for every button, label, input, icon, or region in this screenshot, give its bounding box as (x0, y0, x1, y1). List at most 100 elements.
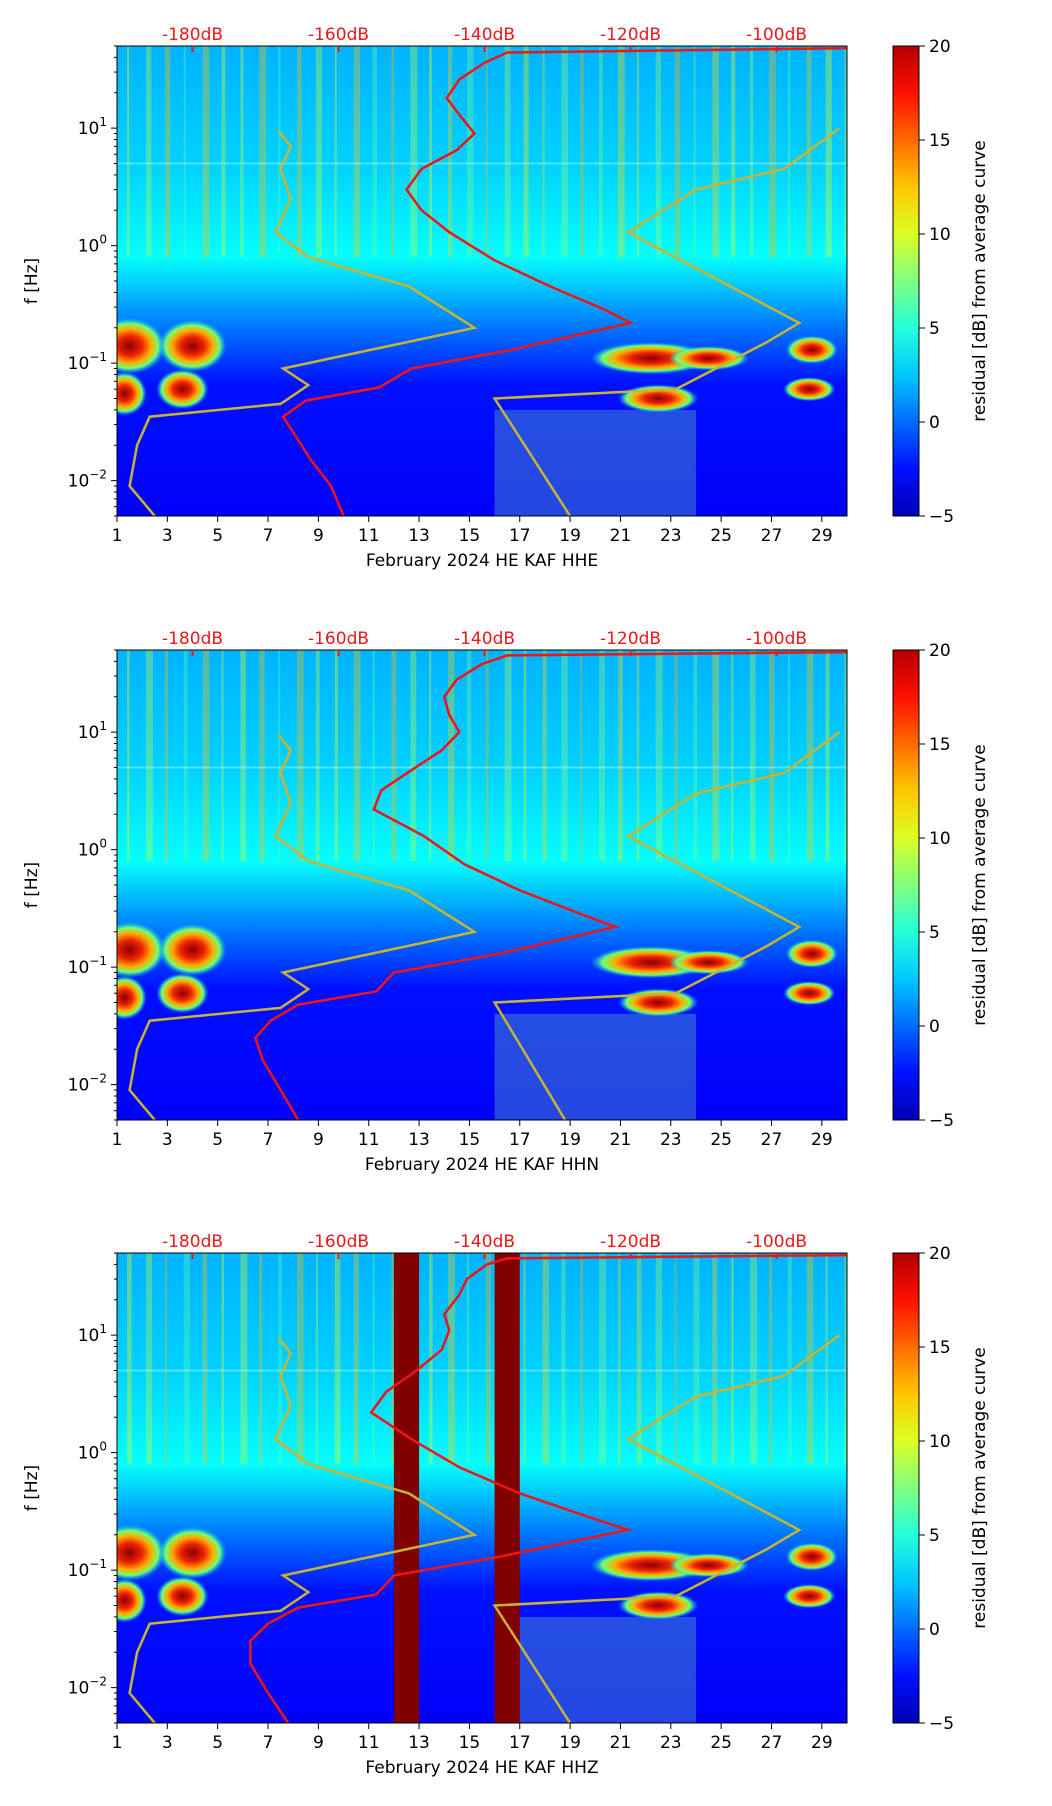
microseism-blob (156, 973, 209, 1014)
microseism-blob (785, 939, 838, 968)
colorbar-tick-label: 0 (929, 1620, 940, 1640)
activity-streak (240, 650, 246, 862)
db-tick-label: -180dB (162, 25, 223, 45)
noise-model-curve-high (492, 731, 841, 1120)
activity-streak (127, 1253, 132, 1465)
activity-streak (712, 46, 719, 258)
x-tick-label: 25 (710, 1130, 732, 1150)
activity-streak (296, 46, 302, 258)
x-tick-label: 5 (212, 1733, 223, 1753)
y-tick-label: 100 (78, 1440, 107, 1464)
activity-streak (844, 1253, 847, 1465)
colorbar-tick-label: −5 (929, 1714, 954, 1734)
colorbar-tick-label: 15 (929, 1338, 951, 1358)
y-tick-label: 10−1 (68, 1557, 107, 1581)
activity-streak (542, 650, 547, 862)
colorbar-tick-label: 0 (929, 1017, 940, 1037)
colorbar: −5 0 5 10 15 20 residual [dB] from average cur… (892, 37, 990, 527)
db-tick-label: -120dB (600, 25, 661, 45)
activity-streak (485, 1253, 491, 1465)
db-tick-label: -100dB (746, 629, 807, 649)
colorbar-tick-label: 5 (929, 319, 940, 339)
activity-streak (599, 46, 603, 258)
x-tick-label: 25 (710, 526, 732, 546)
microseism-blob (117, 1524, 166, 1581)
x-tick-label: 1 (112, 526, 123, 546)
activity-streak (844, 650, 847, 862)
activity-streak (259, 1253, 263, 1465)
activity-streak (127, 46, 130, 258)
colorbar-scale (892, 649, 920, 1121)
activity-streak (127, 650, 130, 862)
colorbar-tick-label: 10 (929, 829, 951, 849)
activity-streak (787, 1253, 792, 1465)
db-tick-label: -160dB (308, 629, 369, 649)
colorbar-tick-label: −5 (929, 507, 954, 527)
y-axis-label: f [Hz] (22, 862, 42, 908)
activity-streak (844, 46, 847, 258)
x-tick-label: 25 (710, 1733, 732, 1753)
db-tick-label: -120dB (600, 629, 661, 649)
x-tick-label: 9 (313, 526, 324, 546)
median-psd-curve (253, 650, 847, 1120)
microseism-blob (783, 377, 836, 402)
activity-streak (410, 46, 418, 258)
low-frequency-band (494, 1013, 696, 1120)
colorbar-tick-label: 20 (929, 37, 951, 57)
activity-streak (636, 650, 640, 862)
activity-streak (164, 650, 168, 862)
x-tick-label: 7 (263, 526, 274, 546)
microseism-blob (785, 1542, 838, 1571)
spectrogram-background (117, 1253, 847, 1723)
activity-streak (353, 46, 360, 258)
activity-streak (787, 46, 791, 258)
x-tick-label: 11 (358, 526, 380, 546)
y-tick-label: 10−2 (68, 468, 107, 492)
x-tick-label: 15 (459, 526, 481, 546)
spectrogram-panel-hhe: 1 3 5 7 9 11 13 15 17 19 21 23 25 27 2910−210−1100101F… (22, 25, 848, 571)
x-tick-label: 11 (358, 1733, 380, 1753)
activity-streak (599, 1253, 607, 1465)
activity-streak (240, 46, 244, 258)
x-tick-label: 5 (212, 1130, 223, 1150)
activity-streak (448, 46, 453, 258)
x-tick-label: 13 (408, 1130, 430, 1150)
activity-streak (825, 1253, 828, 1465)
activity-streak (523, 46, 529, 258)
activity-streak (315, 650, 320, 862)
activity-streak (334, 1253, 341, 1465)
spectrogram-background (117, 46, 847, 516)
activity-streak (712, 650, 720, 862)
x-tick-label: 29 (811, 1130, 833, 1150)
activity-streak (561, 1253, 566, 1465)
db-tick-label: -140dB (454, 629, 515, 649)
noise-model-curve-low (128, 733, 478, 1120)
activity-streak (561, 650, 568, 862)
y-tick-label: 101 (78, 1322, 107, 1346)
microseism-blob (158, 1526, 227, 1579)
activity-streak (693, 650, 698, 862)
activity-streak (617, 46, 625, 258)
x-tick-label: 1 (112, 1733, 123, 1753)
colorbar-tick-label: 10 (929, 225, 951, 245)
activity-streak (731, 1253, 734, 1465)
activity-streak (768, 650, 775, 862)
activity-streak (391, 650, 397, 862)
activity-streak (485, 46, 488, 258)
activity-streak (693, 1253, 700, 1465)
activity-streak (202, 650, 210, 862)
activity-streak (806, 1253, 814, 1465)
activity-streak (429, 650, 432, 862)
activity-streak (674, 46, 681, 258)
x-tick-label: 7 (263, 1733, 274, 1753)
activity-streak (768, 1253, 773, 1465)
activity-streak (410, 650, 417, 862)
activity-streak (636, 46, 640, 258)
colorbar: −5 0 5 10 15 20 residual [dB] from average cur… (892, 1244, 990, 1734)
noise-model-curve-high (492, 127, 841, 516)
activity-streak (372, 1253, 375, 1465)
x-tick-label: 9 (313, 1130, 324, 1150)
x-tick-label: 3 (162, 1130, 173, 1150)
x-tick-label: 23 (660, 1130, 682, 1150)
activity-streak (523, 650, 527, 862)
